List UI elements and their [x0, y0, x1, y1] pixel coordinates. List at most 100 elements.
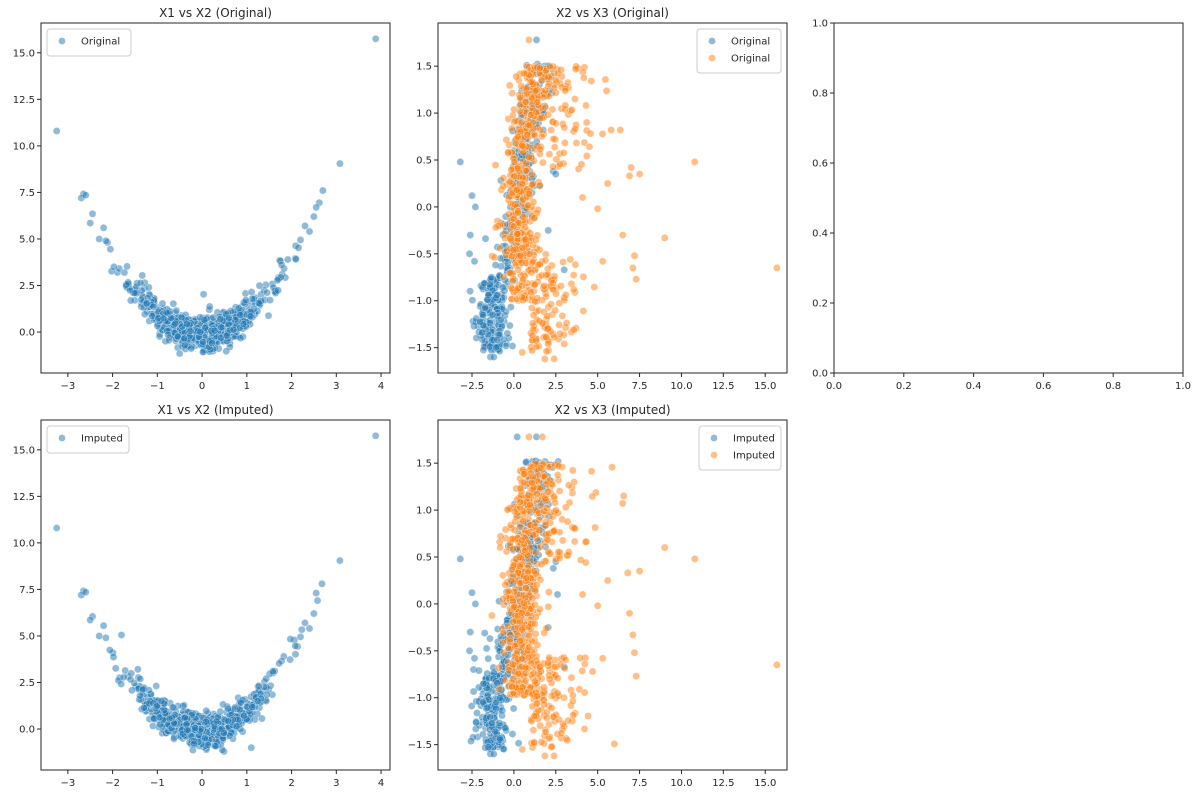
data-point-blue: [503, 329, 512, 338]
data-point-blue: [309, 609, 318, 618]
legend-box: [46, 425, 130, 454]
data-point-orange: [531, 87, 540, 95]
data-point-orange: [499, 272, 508, 281]
data-point-orange: [578, 193, 587, 202]
legend: Original Original: [696, 28, 782, 74]
data-point-orange: [545, 150, 554, 159]
data-point-orange: [549, 279, 557, 287]
data-point-orange: [550, 272, 559, 281]
data-point-blue: [309, 212, 318, 221]
data-point-orange: [496, 543, 504, 552]
data-point-blue: [513, 432, 522, 441]
data-point-orange: [547, 126, 555, 135]
data-point-orange: [525, 631, 533, 640]
legend-marker: [710, 434, 718, 442]
data-point-blue: [117, 680, 126, 688]
data-point-orange: [523, 130, 532, 139]
data-point-blue: [124, 278, 133, 287]
x-tick-label: −1: [150, 778, 165, 789]
data-point-orange: [551, 306, 560, 315]
data-point-blue: [264, 311, 273, 320]
data-point-orange: [551, 76, 560, 84]
data-point-orange: [546, 62, 554, 71]
data-point-blue: [488, 310, 497, 319]
data-point-orange: [598, 129, 607, 138]
data-point-orange: [561, 656, 570, 664]
data-point-orange: [517, 118, 526, 127]
data-point-orange: [527, 268, 536, 277]
data-point-blue: [86, 616, 95, 624]
data-point-orange: [567, 673, 576, 682]
data-point-orange: [561, 503, 570, 512]
data-point-blue: [181, 713, 189, 722]
y-tick-label: 0.0: [19, 328, 35, 339]
data-point-blue: [305, 624, 314, 633]
data-point-blue: [52, 524, 61, 532]
data-point-blue: [236, 334, 245, 343]
data-point-orange: [593, 204, 602, 213]
data-point-blue: [560, 265, 569, 274]
y-tick-label: 0.0: [416, 599, 432, 610]
data-point-orange: [543, 535, 552, 544]
data-point-blue: [286, 655, 294, 664]
points-layer: [456, 432, 781, 760]
y-tick-label: 5.0: [19, 234, 35, 245]
data-point-orange: [541, 752, 549, 760]
data-point-orange: [635, 567, 644, 575]
data-point-orange: [560, 664, 569, 673]
data-point-blue: [478, 310, 487, 319]
data-point-blue: [139, 703, 148, 712]
data-point-orange: [603, 179, 612, 188]
data-point-orange: [515, 553, 524, 561]
data-point-blue: [149, 302, 158, 311]
data-point-blue: [199, 290, 208, 299]
data-point-orange: [773, 263, 781, 272]
data-point-blue: [466, 231, 475, 239]
subplot-3: X1 vs X2 (Imputed) −3 −2 −1 0 1 2 3 4 0.0 2.5 5.0 7.…: [13, 403, 391, 789]
data-point-orange: [580, 138, 589, 147]
data-point-orange: [568, 105, 576, 114]
x-tick-label: 0.0: [826, 381, 842, 392]
data-point-orange: [629, 263, 637, 272]
data-point-blue: [140, 310, 149, 319]
data-point-blue: [145, 686, 153, 695]
legend-marker: [58, 37, 66, 45]
data-point-orange: [555, 487, 564, 495]
data-point-orange: [519, 478, 528, 487]
axes-frame: [833, 22, 1184, 374]
legend-label: Imputed: [81, 434, 123, 445]
y-tick-label: −1.5: [408, 343, 432, 354]
data-point-orange: [632, 672, 641, 681]
data-point-orange: [513, 209, 522, 217]
data-point-orange: [569, 271, 578, 279]
data-point-orange: [560, 340, 569, 348]
points-layer: [456, 36, 781, 363]
data-point-orange: [690, 555, 699, 563]
data-point-orange: [521, 663, 530, 672]
data-point-blue: [467, 737, 475, 745]
data-point-orange: [516, 686, 525, 695]
data-point-blue: [484, 654, 493, 663]
legend-label: Original: [81, 37, 120, 48]
subplot-0: X1 vs X2 (Original) −3 −2 −1 0 1 2 3 4 0.0 2.5 5.0 7…: [13, 6, 391, 392]
data-point-blue: [474, 666, 483, 675]
data-point-orange: [533, 692, 541, 700]
y-tick-label: −1.0: [408, 693, 432, 704]
data-point-blue: [239, 319, 248, 328]
data-point-blue: [266, 296, 274, 304]
data-point-blue: [468, 588, 476, 597]
data-point-orange: [623, 569, 632, 577]
data-point-orange: [540, 700, 548, 709]
data-point-orange: [553, 689, 562, 698]
data-point-blue: [117, 631, 126, 639]
data-point-orange: [635, 170, 644, 178]
data-point-orange: [531, 586, 540, 595]
data-point-blue: [335, 556, 344, 565]
data-point-orange: [518, 179, 527, 188]
data-point-orange: [582, 151, 591, 160]
data-point-orange: [499, 629, 508, 637]
data-point-blue: [273, 276, 282, 285]
data-point-blue: [275, 659, 283, 668]
data-point-orange: [540, 281, 549, 290]
data-point-orange: [542, 333, 551, 342]
